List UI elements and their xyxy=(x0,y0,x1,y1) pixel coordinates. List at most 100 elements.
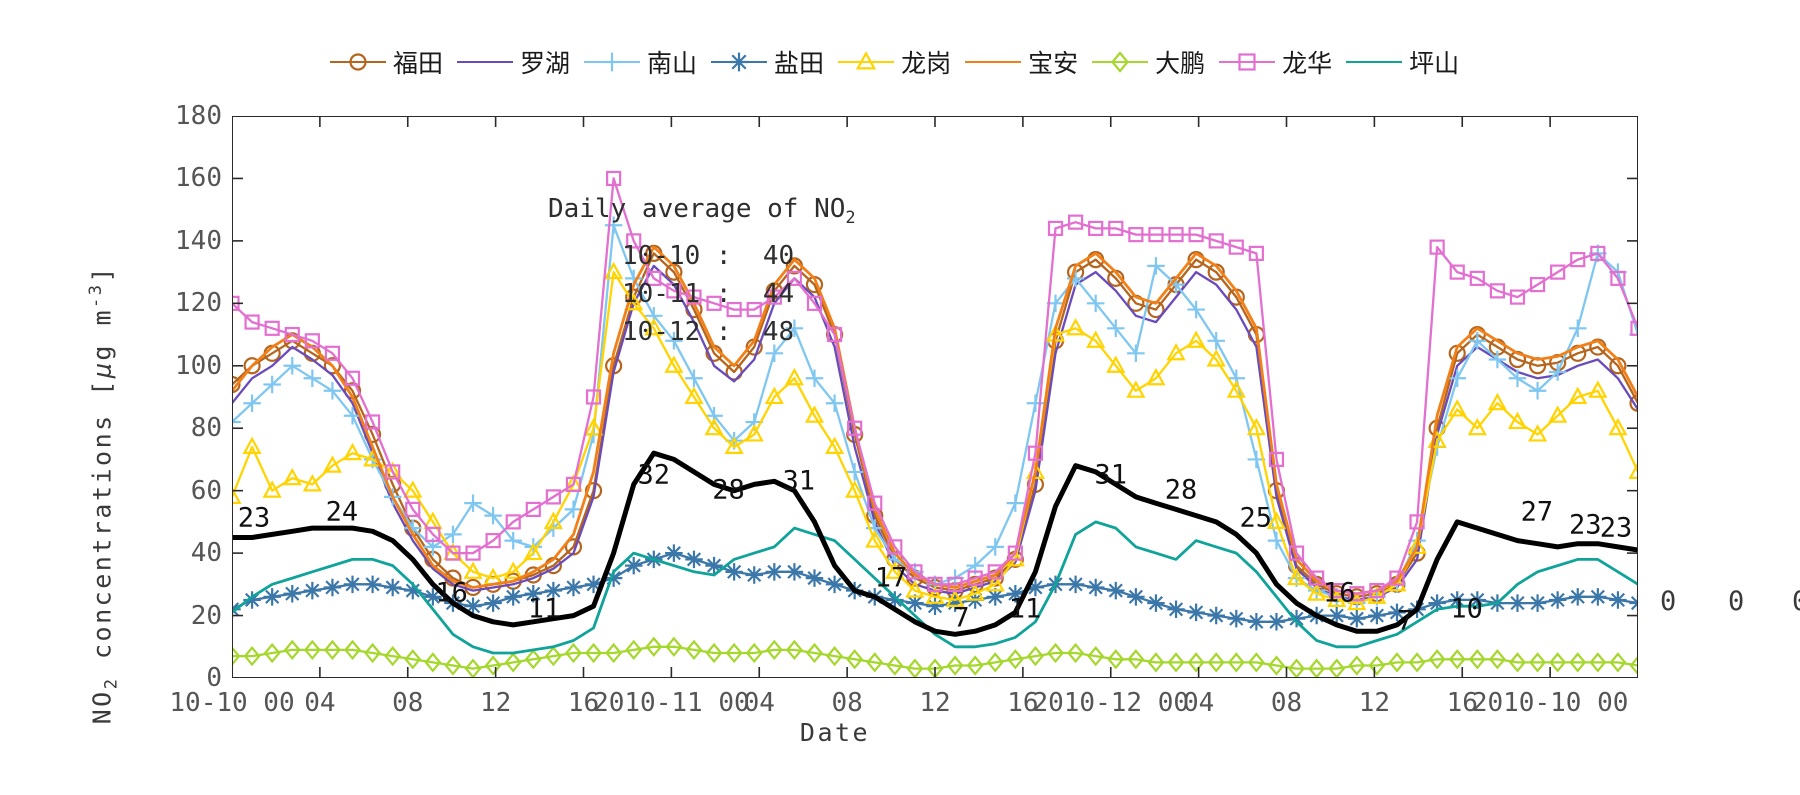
mean-line-label: 28 xyxy=(712,474,745,506)
data-marker xyxy=(1167,652,1185,673)
data-marker xyxy=(384,646,402,667)
data-marker xyxy=(764,386,784,405)
data-marker xyxy=(545,489,561,505)
data-marker xyxy=(1408,652,1426,673)
data-marker xyxy=(383,578,402,597)
data-marker xyxy=(583,417,604,436)
data-marker xyxy=(1347,592,1367,611)
data-marker xyxy=(1448,369,1466,388)
data-marker xyxy=(1045,324,1066,342)
legend-item-宝安[interactable]: 宝安 xyxy=(965,42,1078,82)
mean-line-label: 17 xyxy=(874,562,908,594)
legend-marker-asterisk-icon xyxy=(729,52,749,72)
mean-line-label: 23 xyxy=(1569,509,1602,541)
data-marker xyxy=(967,570,983,586)
legend-swatch-icon xyxy=(711,51,768,73)
x-tick-label: 04 xyxy=(1182,688,1215,718)
data-marker xyxy=(344,639,361,661)
data-marker xyxy=(1568,588,1587,606)
legend-item-坪山[interactable]: 坪山 xyxy=(1346,42,1459,82)
data-marker xyxy=(564,500,583,519)
data-marker xyxy=(463,561,483,579)
data-marker xyxy=(263,588,281,606)
legend-item-龙华[interactable]: 龙华 xyxy=(1219,42,1332,82)
legend-swatch-icon xyxy=(1219,51,1276,73)
data-marker xyxy=(925,586,945,604)
data-marker xyxy=(1268,655,1285,676)
data-marker xyxy=(1126,380,1146,398)
data-marker xyxy=(1487,392,1507,411)
data-marker xyxy=(846,649,864,670)
data-marker xyxy=(1448,649,1466,670)
data-marker xyxy=(1111,51,1130,73)
data-marker xyxy=(685,369,703,388)
annotation-line: 10-10 : 40 xyxy=(622,241,795,272)
data-marker xyxy=(1167,600,1185,619)
annotation-title: Daily average of NO2 xyxy=(548,190,856,237)
x-tick-label: 2010-10 00 xyxy=(1471,688,1629,718)
data-marker xyxy=(1246,417,1266,436)
data-marker xyxy=(867,495,883,511)
mean-line-label: 11 xyxy=(527,593,561,625)
data-marker xyxy=(1329,582,1345,599)
data-marker xyxy=(1026,646,1044,667)
data-marker xyxy=(504,652,522,673)
data-marker xyxy=(1388,603,1406,622)
data-marker xyxy=(1409,514,1425,530)
legend-item-大鹏[interactable]: 大鹏 xyxy=(1092,42,1205,82)
data-marker xyxy=(1348,655,1366,676)
data-marker xyxy=(243,357,261,375)
data-marker xyxy=(665,636,683,657)
data-marker xyxy=(866,652,884,673)
data-marker xyxy=(484,506,502,525)
data-marker xyxy=(484,655,502,676)
data-marker xyxy=(1307,583,1327,601)
legend-marker-diamond-icon xyxy=(1111,51,1130,73)
data-marker xyxy=(524,584,543,603)
data-marker xyxy=(605,642,623,664)
data-marker xyxy=(264,320,280,336)
legend-label: 龙华 xyxy=(1282,49,1333,78)
data-marker xyxy=(826,326,843,343)
x-tick-label: 04 xyxy=(743,688,775,718)
legend-item-福田[interactable]: 福田 xyxy=(330,42,443,82)
annotation-box: Daily average of NO2 10-10 : 40 10-11 : 44… xyxy=(548,190,856,351)
data-marker xyxy=(1489,283,1506,299)
mean-line-label: 31 xyxy=(1094,459,1128,491)
data-marker xyxy=(1127,344,1145,363)
y-tick-label: 0 xyxy=(206,663,222,693)
data-marker xyxy=(232,413,241,431)
data-marker xyxy=(785,639,803,661)
legend-item-罗湖[interactable]: 罗湖 xyxy=(457,42,570,82)
data-marker xyxy=(1568,319,1587,338)
data-marker xyxy=(1508,594,1527,612)
data-marker xyxy=(1469,270,1485,286)
data-marker xyxy=(855,51,877,70)
data-marker xyxy=(303,581,322,600)
data-marker xyxy=(302,474,322,492)
data-marker xyxy=(1268,451,1285,468)
data-marker xyxy=(324,345,341,361)
data-marker xyxy=(1047,642,1064,664)
data-marker xyxy=(1488,649,1506,670)
data-marker xyxy=(1007,545,1023,561)
data-marker xyxy=(425,526,441,542)
data-marker xyxy=(1086,330,1106,348)
data-marker xyxy=(927,576,943,592)
data-marker xyxy=(986,538,1005,556)
data-marker xyxy=(1067,214,1084,230)
legend-item-盐田[interactable]: 盐田 xyxy=(711,42,824,82)
y-axis-ticks: 0 20 40 60 80 100 120 140 160 180 xyxy=(110,0,222,750)
series-坪山 xyxy=(232,520,1638,655)
data-marker xyxy=(825,436,845,455)
data-marker xyxy=(1187,300,1205,319)
data-marker xyxy=(887,539,903,555)
legend-item-南山[interactable]: 南山 xyxy=(584,42,697,82)
x-tick-label: 2010-12 00 xyxy=(1032,688,1190,718)
y-tick-label: 120 xyxy=(175,288,222,319)
mean-line-label: 7 xyxy=(1396,605,1414,637)
legend-item-龙岗[interactable]: 龙岗 xyxy=(838,42,951,82)
data-marker xyxy=(604,261,624,280)
data-marker xyxy=(262,480,282,498)
data-marker xyxy=(1528,594,1547,612)
